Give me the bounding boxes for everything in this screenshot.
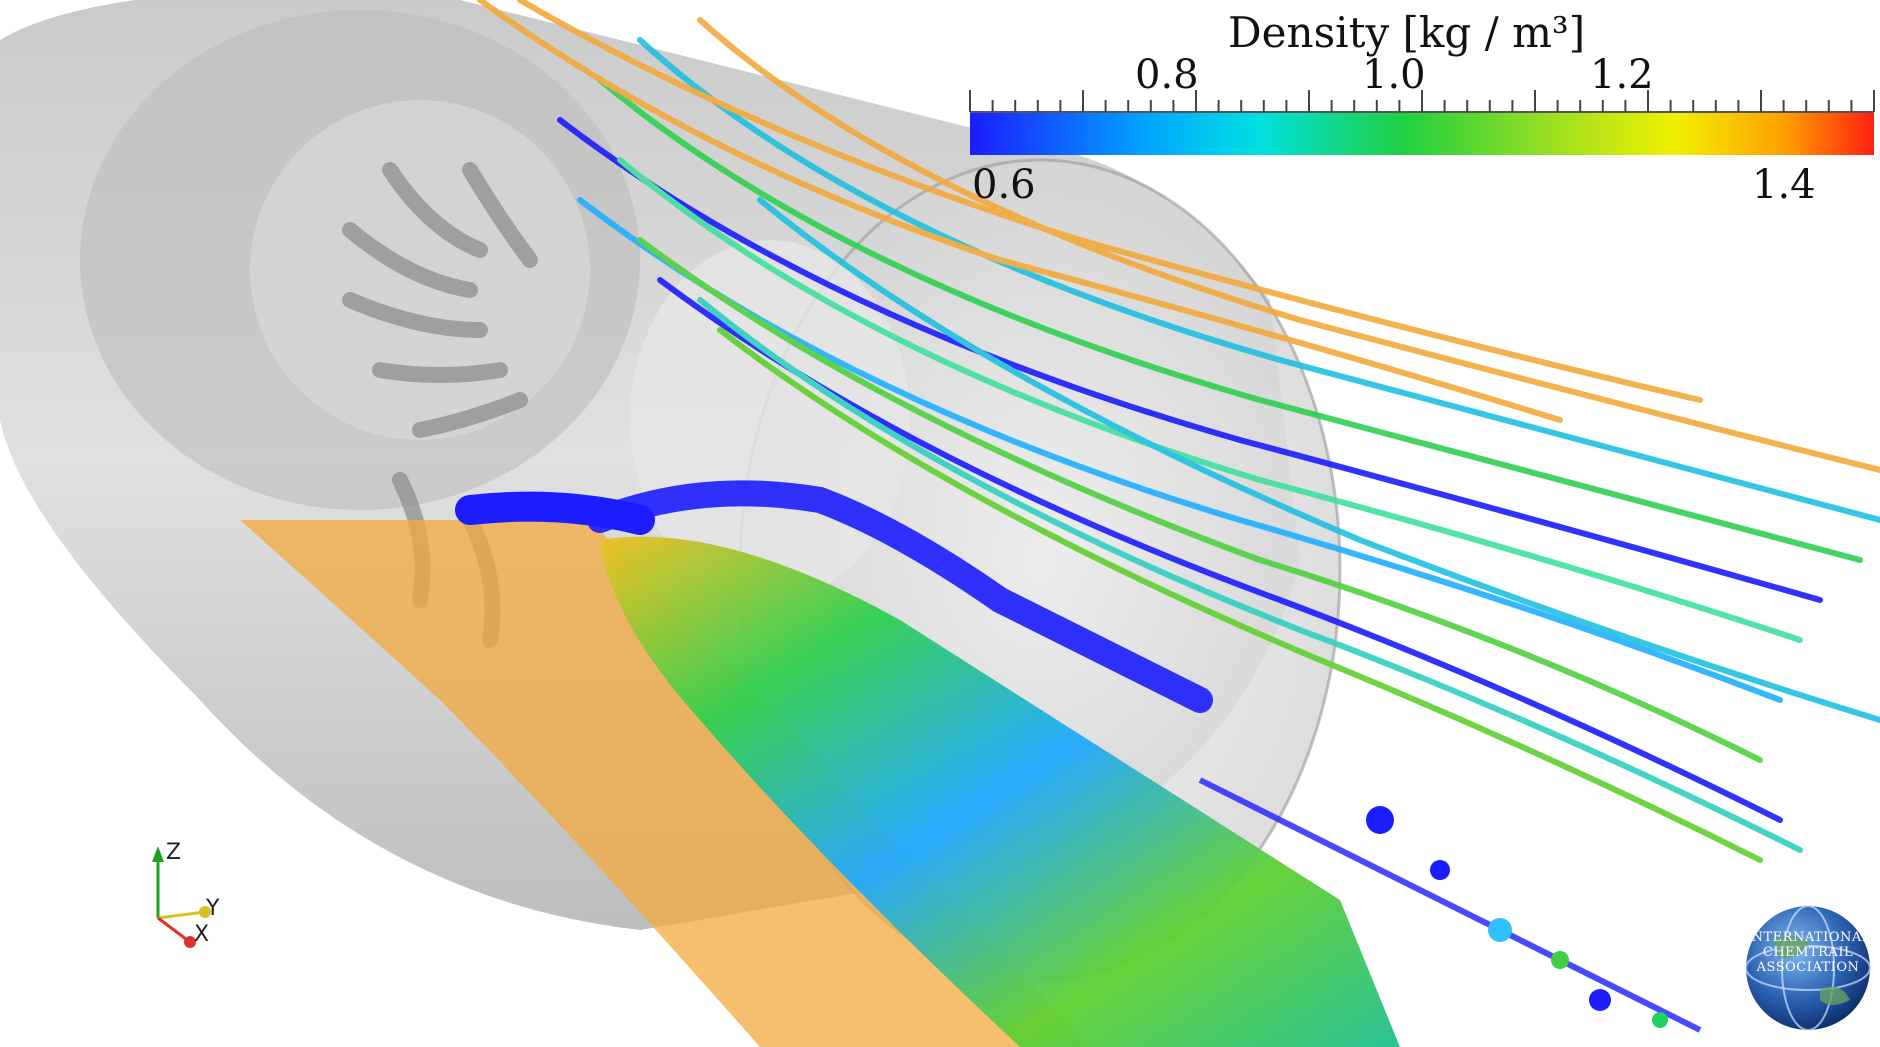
- streamlines: [477, 0, 1880, 863]
- axis-x-label: X: [194, 922, 210, 947]
- combustor-shell: [0, 0, 1342, 982]
- turbulent-plume: [455, 480, 1702, 1047]
- colorbar-label-0-8: 0.8: [1135, 52, 1199, 98]
- colorbar-label-1-2: 1.2: [1590, 52, 1654, 98]
- flame-sheet: [240, 520, 1090, 1047]
- colorbar: [969, 90, 1875, 155]
- colorbar-title: Density [kg / m³]: [1228, 8, 1586, 57]
- logo-text: International Chemtrail Association: [1746, 930, 1871, 975]
- colorbar-label-1-4: 1.4: [1752, 162, 1816, 208]
- axes-triad: [152, 846, 211, 948]
- colorbar-ticks: [969, 90, 1875, 112]
- colorbar-label-0-6: 0.6: [972, 162, 1036, 208]
- association-logo: [1745, 905, 1871, 1031]
- axis-z-label: Z: [166, 840, 182, 865]
- colorbar-gradient: [970, 113, 1874, 155]
- colorbar-label-1-0: 1.0: [1362, 52, 1426, 98]
- axis-y-label: Y: [206, 896, 220, 921]
